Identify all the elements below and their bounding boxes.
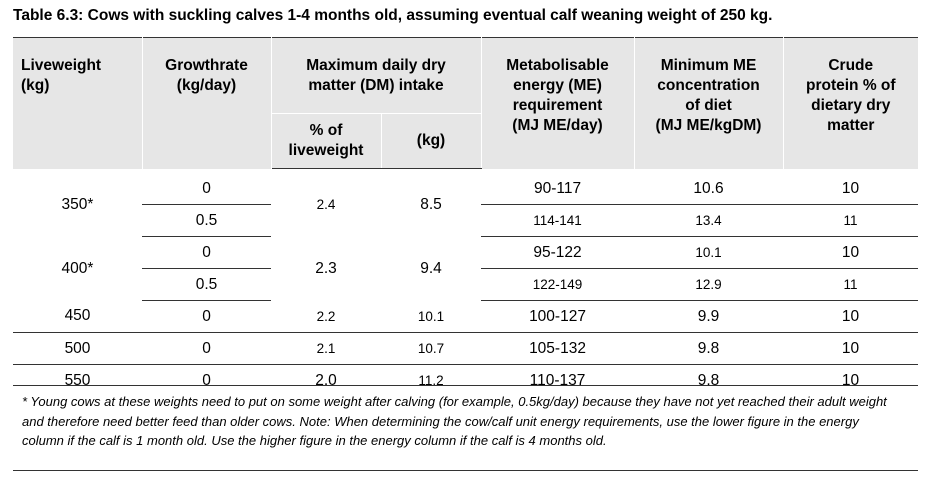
header-me-requirement: Metabolisable energy (ME) requirement (MJ M… — [481, 37, 635, 169]
cell-protein: 11 — [783, 204, 919, 237]
header-dm-kg: (kg) — [381, 113, 482, 169]
header-dm-percent: % of liveweight — [271, 113, 382, 169]
cell-protein: 10 — [783, 236, 919, 269]
table-row: 550 0 2.0 11.2 110-137 9.8 10 — [13, 365, 918, 397]
cell-dm-kg: 9.4 — [420, 259, 442, 277]
cell-dm-percent: 2.1 — [271, 332, 381, 365]
cell-dm-kg: 11.2 — [418, 373, 444, 388]
cell-growth: 0 — [142, 173, 271, 205]
cell-energy: 95-122 — [481, 236, 635, 269]
footnote-rule — [13, 470, 918, 471]
cell-concentration: 10.1 — [634, 236, 784, 269]
cell-concentration: 9.8 — [634, 332, 784, 365]
cell-energy: 114-141 — [481, 204, 635, 237]
cell-dm-percent: 2.2 — [271, 300, 381, 333]
header-liveweight: Liveweight (kg) — [13, 37, 143, 169]
cell-energy: 122-149 — [481, 268, 635, 301]
cell-energy: 100-127 — [481, 300, 635, 333]
cell-concentration: 13.4 — [634, 204, 784, 237]
cell-concentration: 9.9 — [634, 300, 784, 333]
cell-growth: 0.5 — [142, 268, 271, 301]
table-row: 500 0 2.1 10.7 105-132 9.8 10 — [13, 332, 919, 365]
cell-liveweight: 500 — [13, 332, 142, 365]
cell-energy: 105-132 — [481, 332, 635, 365]
cell-dm-kg: 10.1 — [381, 300, 482, 333]
cell-concentration: 12.9 — [634, 268, 784, 301]
header-crude-protein: Crude protein % of dietary dry matter — [783, 37, 919, 169]
table-row: 400* 0 2.3 9.4 95-122 10.1 10 — [13, 236, 919, 277]
header-me-concentration: Minimum ME concentration of diet (MJ ME/kgD… — [634, 37, 784, 169]
cell-energy: 110-137 — [529, 371, 586, 389]
table-row: 0.5 114-141 13.4 11 — [13, 204, 919, 237]
cell-dm-kg: 10.7 — [381, 332, 482, 365]
feed-table: Liveweight (kg) Growthrate (kg/day) Maximu… — [13, 37, 919, 397]
table-title: Table 6.3: Cows with suckling calves 1-4… — [13, 7, 773, 24]
cell-protein: 10 — [783, 332, 919, 365]
cell-growth: 0 — [202, 371, 211, 389]
cell-dm-percent: 2.3 — [315, 259, 337, 277]
header-dm-group: Maximum daily dry matter (DM) intake — [271, 37, 482, 114]
cell-dm-percent: 2.4 — [316, 197, 336, 213]
table-bottom-rule — [13, 385, 918, 386]
cell-dm-kg: 8.5 — [420, 195, 442, 213]
cell-liveweight: 400* — [61, 259, 94, 277]
table-row: 0.5 122-149 12.9 11 — [13, 268, 919, 301]
footnote: * Young cows at these weights need to pu… — [22, 394, 887, 448]
header-growth: Growthrate (kg/day) — [142, 37, 272, 169]
table-row: 450 0 2.2 10.1 100-127 9.9 10 — [13, 300, 919, 333]
cell-liveweight: 550 — [64, 371, 91, 389]
cell-energy: 90-117 — [481, 173, 635, 205]
cell-concentration: 9.8 — [697, 371, 720, 389]
cell-growth: 0.5 — [142, 204, 271, 237]
cell-growth: 0 — [142, 300, 271, 333]
cell-growth: 0 — [142, 236, 271, 269]
cell-concentration: 10.6 — [634, 173, 784, 205]
cell-protein: 11 — [783, 268, 919, 301]
cell-protein: 10 — [783, 300, 919, 333]
cell-protein: 10 — [783, 173, 919, 205]
cell-liveweight: 350* — [61, 195, 94, 213]
cell-dm-percent: 2.0 — [315, 371, 337, 389]
cell-liveweight: 450 — [13, 300, 142, 333]
cell-growth: 0 — [142, 332, 271, 365]
table-row: 350* 0 2.4 8.5 90-117 10.6 10 — [13, 173, 919, 213]
cell-protein: 10 — [841, 371, 860, 389]
